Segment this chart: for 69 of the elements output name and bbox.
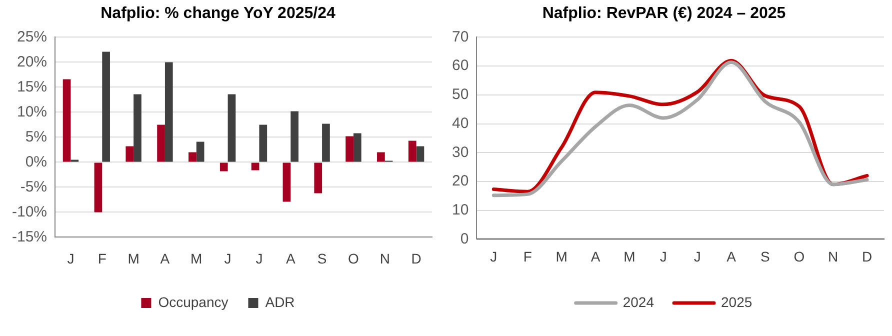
x-tick-label: A — [726, 248, 737, 264]
x-tick-label: D — [411, 250, 422, 266]
bar — [126, 146, 134, 162]
x-tick-label: F — [98, 250, 106, 266]
x-tick-label: N — [828, 248, 838, 264]
x-tick-label: A — [286, 250, 296, 266]
y-tick-label: 20 — [452, 172, 469, 190]
y-tick-label: 10% — [16, 103, 48, 120]
bar — [188, 152, 196, 162]
chart-title: Nafplio: % change YoY 2025/24 — [100, 5, 336, 22]
bar — [408, 140, 416, 162]
y-tick-label: -15% — [12, 228, 48, 246]
y-tick-label: 0% — [25, 153, 48, 170]
legend-label: ADR — [265, 294, 295, 310]
y-tick-label: 5% — [25, 128, 48, 146]
y-tick-label: 10 — [452, 201, 469, 218]
y-tick-label: 25% — [16, 28, 48, 46]
bar — [377, 152, 385, 162]
x-tick-label: O — [794, 248, 805, 264]
y-tick-label: 0 — [460, 230, 469, 248]
bar — [259, 124, 268, 162]
y-tick-label: 70 — [452, 28, 469, 46]
bar — [290, 111, 298, 162]
chart-title: Nafplio: RevPAR (€) 2024 – 2025 — [542, 5, 786, 22]
x-tick-label: J — [490, 248, 498, 264]
x-tick-label: S — [317, 250, 327, 266]
x-tick-label: M — [128, 250, 140, 266]
y-tick-label: -10% — [12, 203, 48, 220]
x-tick-label: J — [660, 248, 667, 264]
bar — [164, 62, 173, 162]
bar — [228, 94, 236, 162]
legend-label: Occupancy — [158, 294, 228, 310]
bar — [134, 94, 142, 162]
x-tick-label: M — [556, 248, 568, 264]
y-tick-label: 20% — [16, 53, 48, 70]
x-tick-label: N — [380, 250, 390, 266]
x-tick-label: O — [348, 250, 360, 266]
y-tick-label: -5% — [20, 178, 48, 196]
x-tick-label: D — [862, 248, 872, 264]
y-tick-label: 60 — [452, 57, 469, 74]
y-tick-label: 40 — [452, 114, 469, 132]
x-tick-label: M — [190, 250, 202, 266]
legend-label: 2025 — [721, 294, 752, 310]
y-tick-label: 15% — [16, 78, 48, 96]
x-tick-label: A — [160, 250, 170, 266]
x-tick-label: J — [256, 250, 263, 266]
bar — [62, 79, 71, 162]
bar — [314, 162, 322, 194]
bar — [322, 124, 330, 162]
bar — [282, 162, 291, 202]
bar — [416, 146, 424, 162]
x-tick-label: S — [760, 248, 770, 264]
x-tick-label: J — [224, 250, 232, 266]
bar — [157, 124, 165, 162]
y-tick-label: 50 — [452, 86, 469, 104]
bar — [251, 162, 260, 170]
legend-label: 2024 — [622, 294, 654, 310]
x-tick-label: F — [523, 248, 532, 264]
x-tick-label: J — [694, 248, 701, 264]
bar — [196, 142, 204, 162]
bar — [220, 162, 228, 172]
x-tick-label: A — [590, 248, 601, 264]
bar — [353, 133, 362, 162]
bar — [346, 136, 354, 162]
y-tick-label: 30 — [452, 144, 469, 161]
x-tick-label: J — [67, 250, 74, 266]
bar — [102, 52, 110, 162]
bar — [94, 162, 102, 212]
x-tick-label: M — [624, 248, 636, 264]
